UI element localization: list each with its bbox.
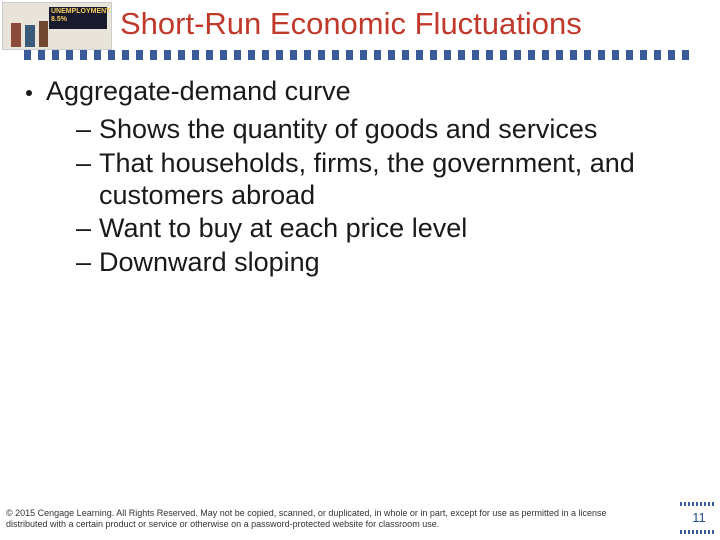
divider-dot (94, 50, 101, 60)
page-dot (688, 530, 690, 534)
divider-dot (556, 50, 563, 60)
slide-title: Short-Run Economic Fluctuations (120, 6, 708, 42)
divider-dot (626, 50, 633, 60)
sub-bullet-item: –Downward sloping (76, 247, 700, 279)
divider-dot (122, 50, 129, 60)
divider-dot (486, 50, 493, 60)
divider-dot (262, 50, 269, 60)
page-dot (680, 530, 682, 534)
sub-bullet-text: Downward sloping (99, 247, 320, 279)
sub-bullet-item: –Shows the quantity of goods and service… (76, 114, 700, 146)
divider-dot (612, 50, 619, 60)
page-dot (700, 502, 702, 506)
sub-bullet-list: –Shows the quantity of goods and service… (76, 114, 700, 279)
divider-dot (654, 50, 661, 60)
divider-dot (528, 50, 535, 60)
bullet-item: Aggregate-demand curve (26, 76, 700, 108)
page-dot (704, 530, 706, 534)
page-dot (684, 530, 686, 534)
sub-bullet-item: –Want to buy at each price level (76, 213, 700, 245)
divider-dot (290, 50, 297, 60)
divider-dot (178, 50, 185, 60)
page-number-dots-top (680, 502, 714, 506)
divider-dot (150, 50, 157, 60)
divider-dot (584, 50, 591, 60)
divider-dot (570, 50, 577, 60)
divider-dot (514, 50, 521, 60)
divider-dot (318, 50, 325, 60)
sub-bullet-text: Want to buy at each price level (99, 213, 467, 245)
dash-marker: – (76, 148, 91, 180)
copyright-text: © 2015 Cengage Learning. All Rights Rese… (6, 508, 646, 531)
page-dot (708, 530, 710, 534)
divider-dot (598, 50, 605, 60)
divider-dot (458, 50, 465, 60)
divider-dot (234, 50, 241, 60)
divider-dot (206, 50, 213, 60)
header-illustration: UNEMPLOYMENT 8.5% (2, 2, 112, 50)
divider-dot (668, 50, 675, 60)
divider-dot (682, 50, 689, 60)
figure-person (11, 23, 21, 47)
bullet-marker (26, 90, 32, 96)
page-dot (684, 502, 686, 506)
divider-dot (444, 50, 451, 60)
divider-dot (248, 50, 255, 60)
dash-marker: – (76, 114, 91, 146)
figure-person (25, 25, 35, 47)
divider-dot (402, 50, 409, 60)
page-number-dots-bottom (680, 530, 714, 534)
divider-dot (416, 50, 423, 60)
sub-bullet-text: That households, firms, the government, … (99, 148, 700, 212)
divider-dot (304, 50, 311, 60)
divider-dot (374, 50, 381, 60)
page-number: 11 (686, 508, 712, 530)
divider-dot (136, 50, 143, 60)
divider-dot (66, 50, 73, 60)
divider-dot (346, 50, 353, 60)
page-dot (700, 530, 702, 534)
divider-dot (192, 50, 199, 60)
divider-dot (108, 50, 115, 60)
unemployment-sign: UNEMPLOYMENT 8.5% (49, 7, 107, 29)
divider-dot (640, 50, 647, 60)
divider-dot (500, 50, 507, 60)
page-dot (692, 502, 694, 506)
divider-dot (276, 50, 283, 60)
page-dot (712, 530, 714, 534)
page-dot (712, 502, 714, 506)
slide-content: Aggregate-demand curve –Shows the quanti… (26, 76, 700, 281)
divider-dot (220, 50, 227, 60)
divider-dots (0, 48, 720, 62)
divider-dot (24, 50, 31, 60)
divider-dot (472, 50, 479, 60)
page-dot (704, 502, 706, 506)
page-dot (680, 502, 682, 506)
page-dot (708, 502, 710, 506)
figure-person (39, 21, 48, 47)
divider-dot (388, 50, 395, 60)
sub-bullet-text: Shows the quantity of goods and services (99, 114, 597, 146)
divider-dot (332, 50, 339, 60)
dash-marker: – (76, 213, 91, 245)
divider-dot (430, 50, 437, 60)
divider-dot (164, 50, 171, 60)
page-dot (696, 530, 698, 534)
bullet-text: Aggregate-demand curve (46, 76, 351, 108)
page-dot (688, 502, 690, 506)
divider-dot (542, 50, 549, 60)
divider-dot (80, 50, 87, 60)
sub-bullet-item: –That households, firms, the government,… (76, 148, 700, 212)
divider-dot (38, 50, 45, 60)
divider-dot (360, 50, 367, 60)
divider-dot (52, 50, 59, 60)
dash-marker: – (76, 247, 91, 279)
page-dot (696, 502, 698, 506)
page-dot (692, 530, 694, 534)
